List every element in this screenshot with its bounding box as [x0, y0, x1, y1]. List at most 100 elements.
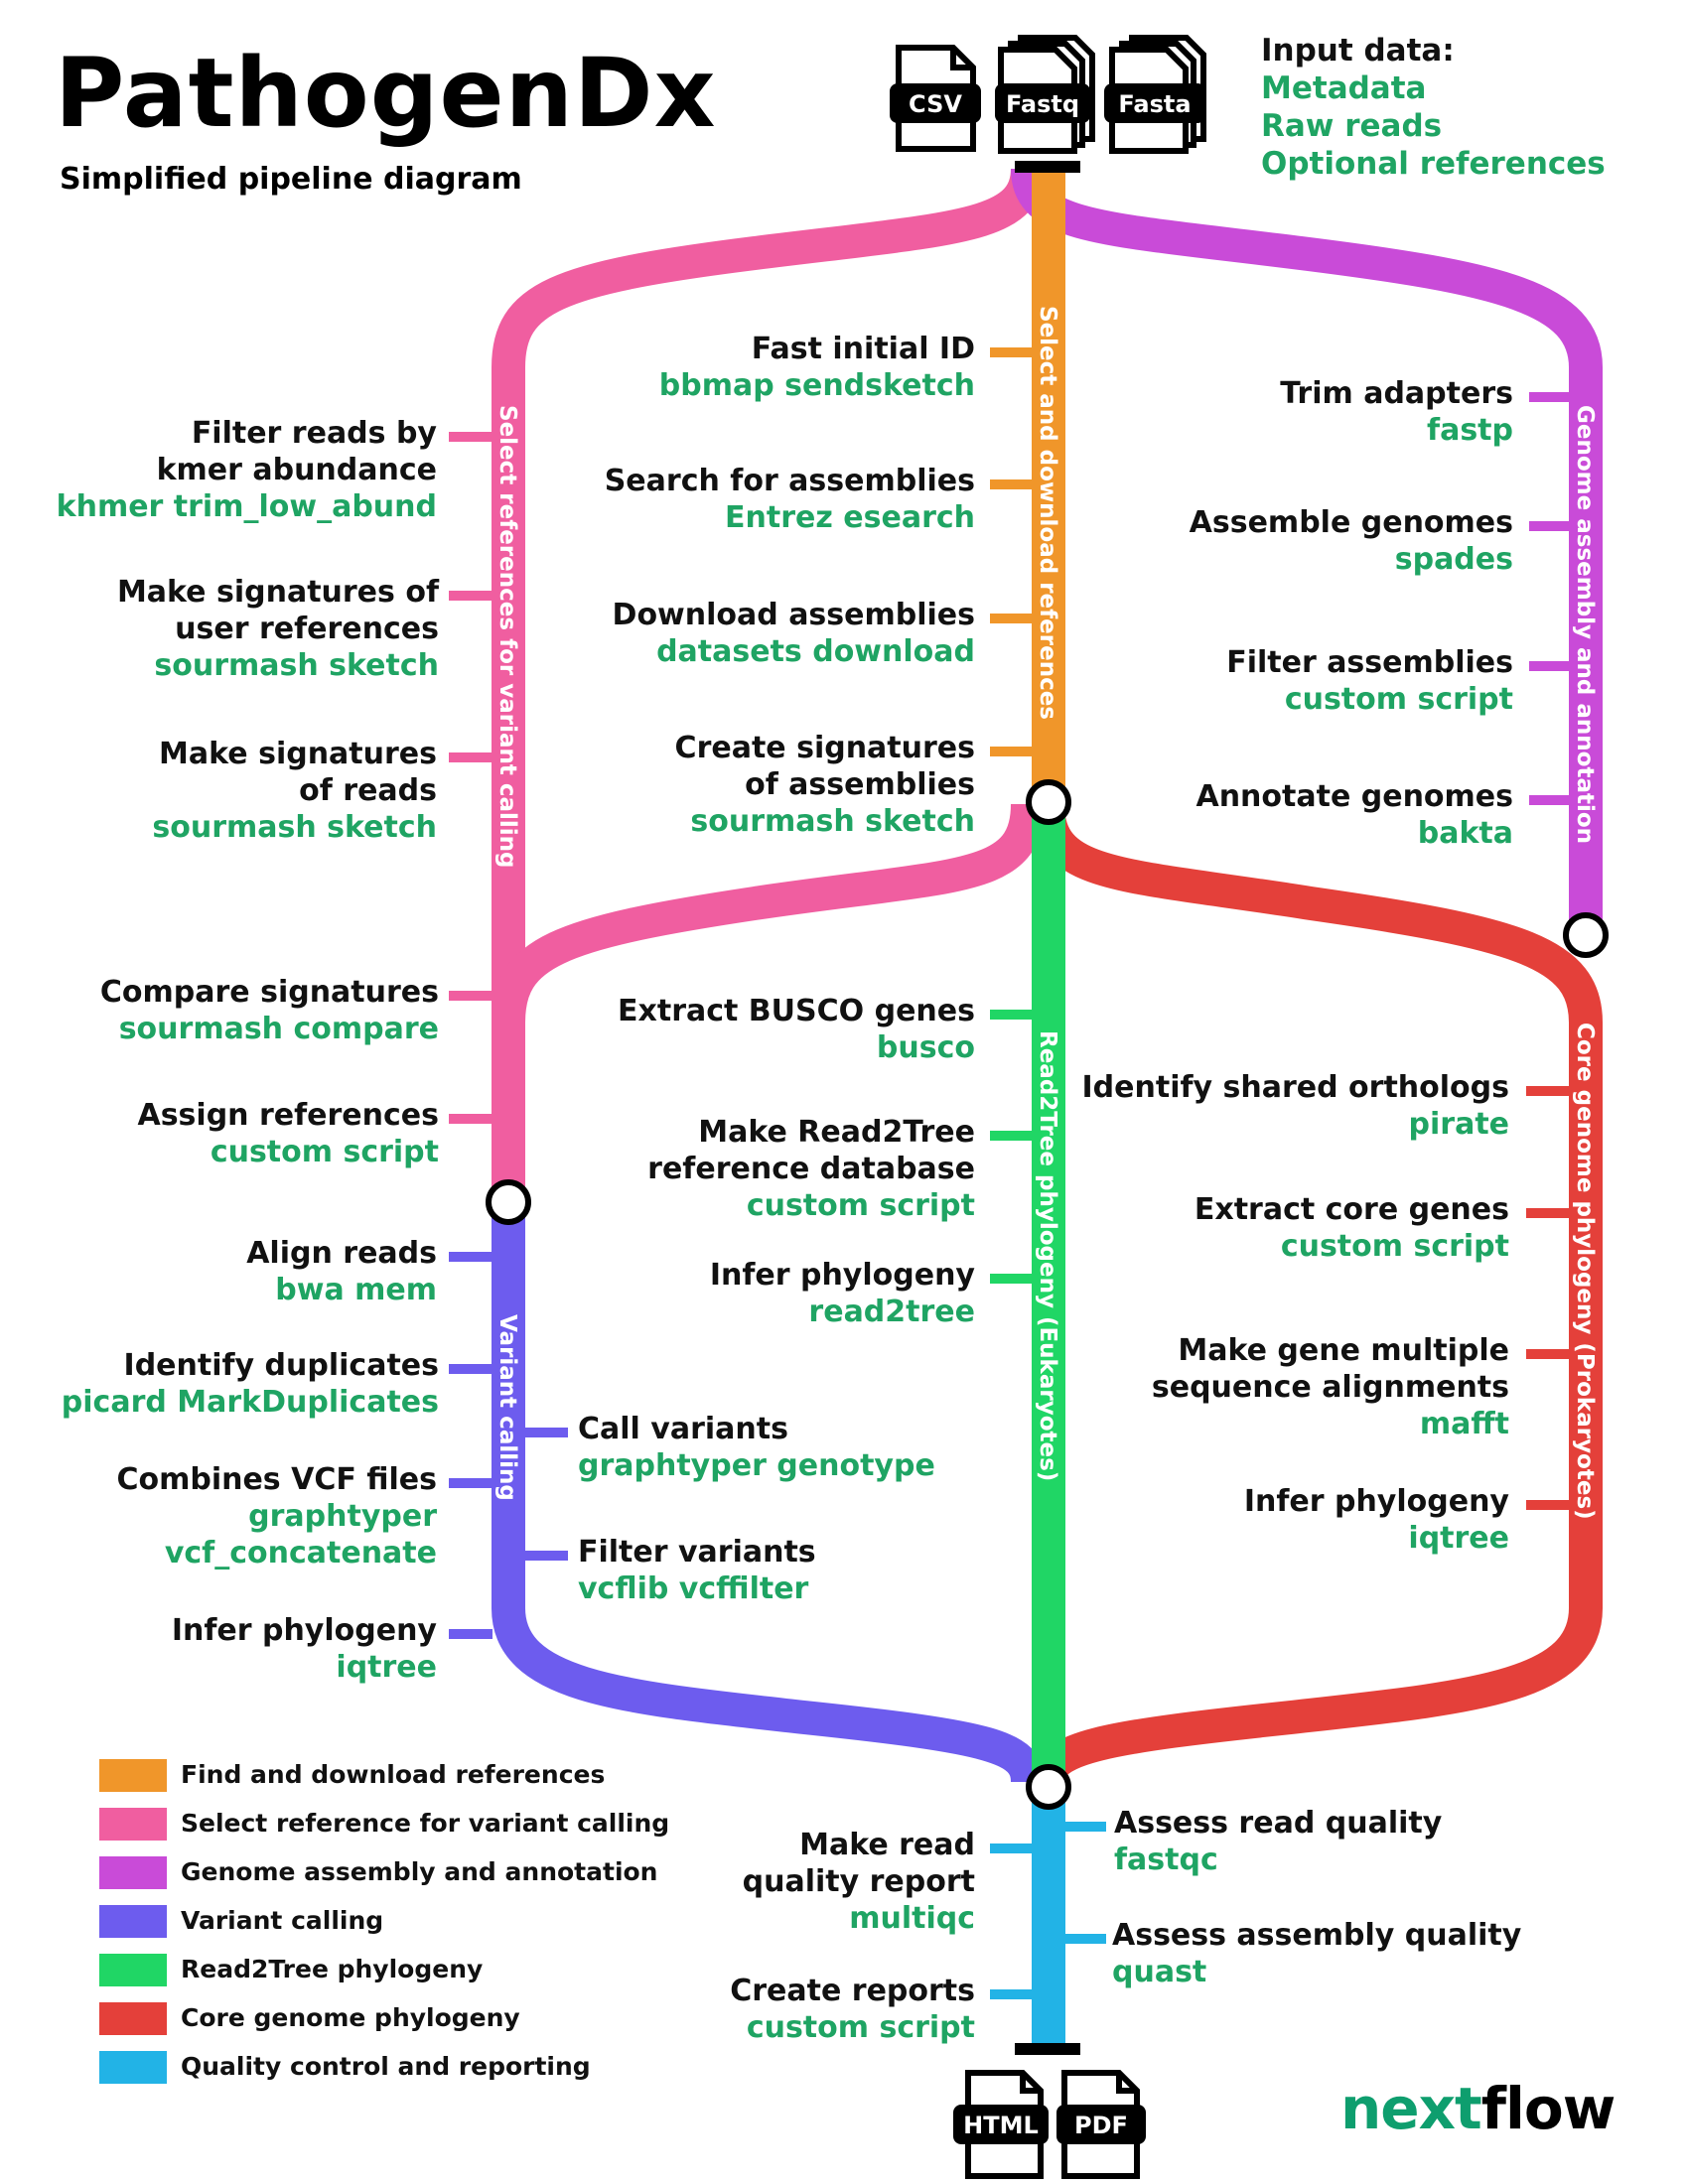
step-signatures-reads: Make signatures of reads sourmash sketch [152, 736, 437, 846]
step-read-quality: Assess read quality fastqc [1114, 1805, 1442, 1878]
step-assemble-genomes: Assemble genomes spades [1190, 504, 1513, 578]
legend-label: Select reference for variant calling [181, 1809, 670, 1838]
step-identify-duplicates: Identify duplicates picard MarkDuplicate… [62, 1347, 439, 1421]
junction-references [1026, 779, 1071, 825]
step-tool: sourmash compare [118, 1012, 439, 1046]
step-search-assemblies: Search for assemblies Entrez esearch [605, 463, 975, 536]
pdf-file-icon: PDF [1056, 2070, 1146, 2179]
logo-part: flow [1480, 2075, 1617, 2142]
line-label-green: Read2Tree phylogeny (Eukaryotes) [1035, 1030, 1060, 1481]
step-tool: bakta [1417, 816, 1513, 851]
output-file-icons: HTML PDF [953, 2070, 1146, 2179]
step-tool: vcflib vcffilter [578, 1571, 809, 1606]
step-tool: datasets download [656, 634, 975, 669]
step-tool: bbmap sendsketch [658, 368, 975, 403]
step-name: Trim adapters [1280, 376, 1513, 411]
step-tool: quast [1112, 1955, 1207, 1989]
step-name: Infer phylogeny [171, 1613, 437, 1648]
legend-label: Genome assembly and annotation [181, 1857, 658, 1886]
line-label-magenta: Genome assembly and annotation [1572, 405, 1598, 844]
line-label-red: Core genome phylogeny (Prokaryotes) [1572, 1023, 1598, 1520]
input-data-item: Raw reads [1261, 108, 1443, 144]
step-name: Assess read quality [1114, 1806, 1443, 1841]
step-tool: khmer trim_low_abund [56, 489, 437, 524]
step-tool: busco [876, 1030, 975, 1065]
step-read-quality-report: Make read quality report multiqc [743, 1827, 975, 1937]
step-name: Make gene multiple [1178, 1333, 1509, 1368]
input-file-icons: CSV Fastq Fasta [890, 35, 1206, 154]
step-name: of assemblies [745, 767, 975, 802]
step-tool: iqtree [1408, 1521, 1509, 1556]
output-terminus [1015, 2043, 1080, 2055]
step-read2tree-db: Make Read2Tree reference database custom… [647, 1114, 975, 1224]
step-filter-assemblies: Filter assemblies custom script [1226, 644, 1513, 718]
legend-swatch [99, 1808, 167, 1841]
line-pink [492, 167, 1045, 1201]
junction-qc [1026, 1764, 1071, 1810]
step-tool: fastp [1427, 413, 1513, 448]
step-tool: sourmash sketch [690, 804, 975, 839]
input-data-item: Metadata [1261, 70, 1427, 106]
step-tool: read2tree [808, 1295, 975, 1329]
step-tool: multiqc [849, 1901, 975, 1936]
step-tool: Entrez esearch [725, 500, 975, 535]
input-data-heading: Input data: [1261, 33, 1455, 68]
step-name: Identify duplicates [123, 1348, 439, 1383]
step-name: Make signatures of [116, 575, 439, 610]
step-tool: spades [1394, 542, 1513, 577]
nextflow-logo: nextflow [1340, 2075, 1617, 2142]
step-name: Assign references [137, 1098, 439, 1133]
step-tool: pirate [1408, 1107, 1509, 1142]
step-assembly-quality: Assess assembly quality quast [1112, 1917, 1521, 1990]
junction-variant [486, 1179, 531, 1225]
step-name: Infer phylogeny [709, 1258, 975, 1293]
step-combine-vcf: Combines VCF files graphtyper vcf_concat… [116, 1461, 437, 1571]
legend-swatch [99, 1905, 167, 1938]
step-tool: vcf_concatenate [164, 1536, 437, 1570]
step-assign-references: Assign references custom script [137, 1097, 439, 1170]
step-tool: bwa mem [275, 1273, 437, 1307]
step-name: Extract BUSCO genes [618, 994, 975, 1028]
line-label-pink: Select references for variant calling [494, 405, 520, 869]
step-name: user references [175, 612, 439, 646]
step-name: Make Read2Tree [698, 1115, 975, 1150]
step-trim-adapters: Trim adapters fastp [1280, 375, 1513, 449]
fastq-file-icon: Fastq [995, 35, 1095, 154]
step-create-signatures: Create signatures of assemblies sourmash… [675, 730, 975, 840]
line-label-violet: Variant calling [494, 1314, 520, 1501]
step-tool: mafft [1419, 1407, 1509, 1441]
step-name: Search for assemblies [604, 464, 975, 498]
step-name: Filter assemblies [1226, 645, 1513, 680]
step-tool: graphtyper [248, 1499, 437, 1534]
step-tool: fastqc [1114, 1843, 1218, 1877]
step-fast-initial-id: Fast initial ID bbmap sendsketch [659, 331, 975, 404]
line-red [1031, 803, 1603, 1784]
input-data-item: Optional references [1261, 146, 1606, 182]
svg-text:PDF: PDF [1074, 2112, 1128, 2139]
step-name: Create reports [730, 1974, 975, 2008]
svg-text:HTML: HTML [963, 2112, 1039, 2139]
legend-label: Read2Tree phylogeny [181, 1955, 484, 1983]
step-tool: custom script [746, 1188, 975, 1223]
line-violet [492, 1201, 1045, 1784]
step-name: reference database [647, 1152, 975, 1186]
legend-swatch [99, 1954, 167, 1986]
step-tool: graphtyper genotype [578, 1448, 935, 1483]
step-filter-reads: Filter reads by kmer abundance khmer tri… [57, 415, 437, 525]
step-name: Compare signatures [99, 975, 439, 1010]
step-name: Make read [799, 1828, 975, 1862]
step-name: Align reads [246, 1236, 437, 1271]
step-extract-core-genes: Extract core genes custom script [1195, 1191, 1509, 1265]
svg-text:Fastq: Fastq [1006, 90, 1079, 118]
step-name: Filter reads by [191, 416, 437, 451]
step-name: Assemble genomes [1189, 505, 1513, 540]
legend-label: Find and download references [181, 1760, 606, 1789]
legend-swatch [99, 2051, 167, 2084]
page-title: PathogenDx [55, 38, 717, 149]
svg-text:Fasta: Fasta [1118, 90, 1191, 118]
legend-swatch [99, 1856, 167, 1889]
html-file-icon: HTML [953, 2070, 1049, 2179]
step-name: sequence alignments [1151, 1370, 1509, 1405]
step-msa: Make gene multiple sequence alignments m… [1152, 1332, 1509, 1442]
step-name: Make signatures [159, 737, 437, 771]
